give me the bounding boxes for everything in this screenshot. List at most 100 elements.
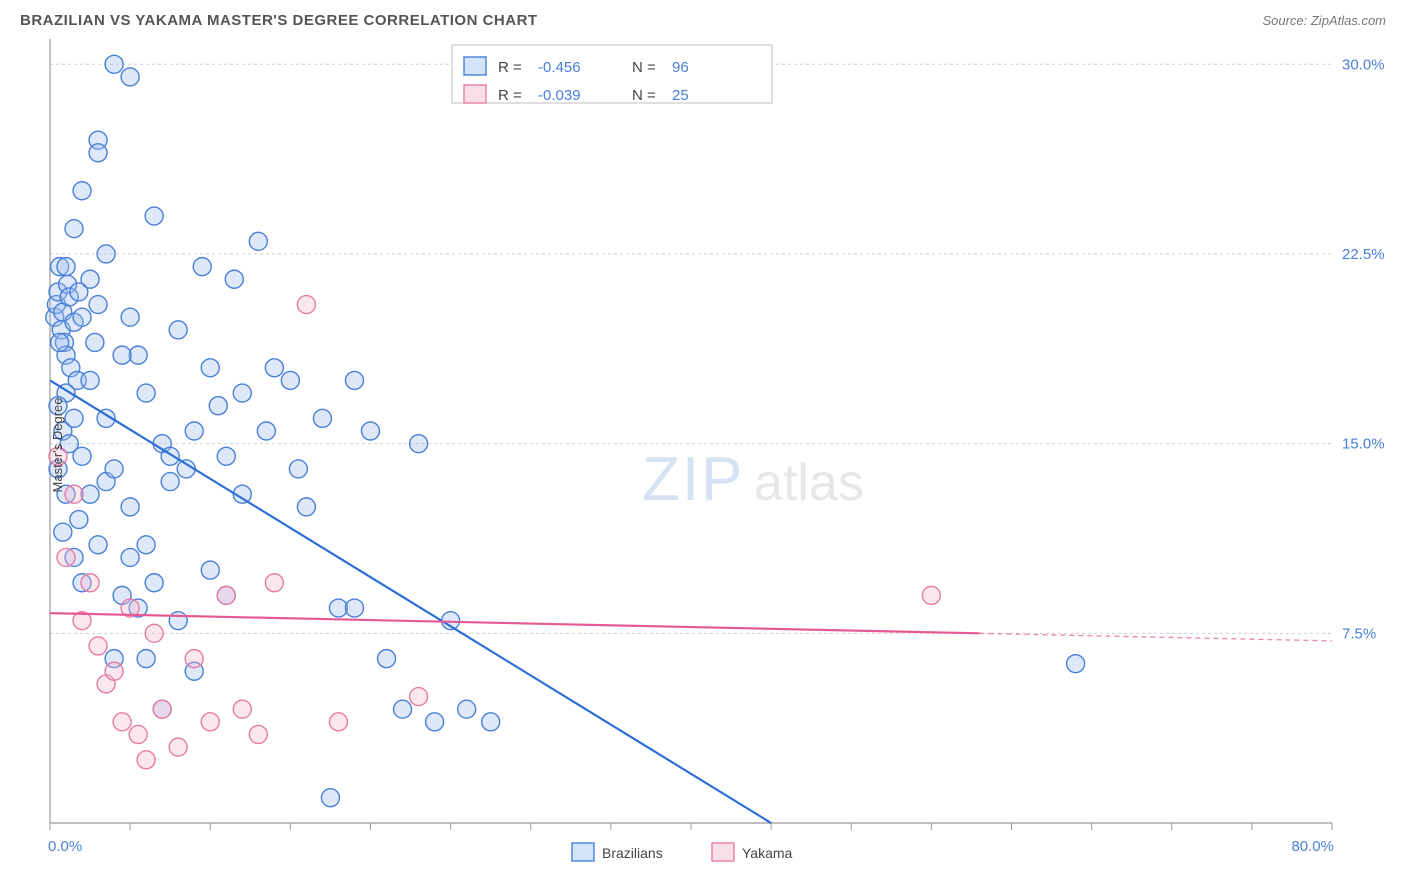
data-point [129,725,147,743]
data-point [113,346,131,364]
data-point [51,333,69,351]
data-point [249,232,267,250]
data-point [922,586,940,604]
data-point [57,548,75,566]
data-point [57,258,75,276]
data-point [394,700,412,718]
data-point [1067,655,1085,673]
legend-swatch [464,85,486,103]
svg-text:15.0%: 15.0% [1342,436,1385,453]
data-point [89,296,107,314]
data-point [297,296,315,314]
trend-line [50,613,979,633]
data-point [121,548,139,566]
data-point [54,523,72,541]
data-point [257,422,275,440]
svg-text:7.5%: 7.5% [1342,625,1376,642]
legend-swatch [712,843,734,861]
data-point [81,371,99,389]
source-credit: Source: ZipAtlas.com [1262,13,1386,28]
data-point [86,333,104,351]
legend-label: Brazilians [602,845,663,861]
data-point [81,485,99,503]
svg-text:0.0%: 0.0% [48,838,82,855]
data-point [105,662,123,680]
data-point [137,751,155,769]
legend-swatch [572,843,594,861]
data-point [145,207,163,225]
data-point [89,637,107,655]
data-point [217,586,235,604]
data-point [169,321,187,339]
data-point [169,738,187,756]
data-point [137,650,155,668]
data-point [329,713,347,731]
data-point [217,447,235,465]
data-point [209,397,227,415]
svg-text:80.0%: 80.0% [1291,838,1334,855]
data-point [201,713,219,731]
data-point [89,536,107,554]
y-axis-label: Master's Degree [50,398,65,493]
data-point [73,447,91,465]
data-point [458,700,476,718]
data-point [89,144,107,162]
svg-text:N =: N = [632,59,656,76]
data-point [378,650,396,668]
data-point [297,498,315,516]
data-point [201,561,219,579]
data-point [265,574,283,592]
svg-text:atlas: atlas [754,454,864,512]
data-point [73,308,91,326]
svg-text:22.5%: 22.5% [1342,246,1385,263]
data-point [426,713,444,731]
data-point [153,700,171,718]
trend-line-extrapolated [979,633,1332,641]
data-point [281,371,299,389]
data-point [185,650,203,668]
svg-text:-0.039: -0.039 [538,87,581,104]
data-point [145,624,163,642]
data-point [482,713,500,731]
legend-swatch [464,57,486,75]
svg-text:30.0%: 30.0% [1342,56,1385,73]
data-point [129,346,147,364]
data-point [65,409,83,427]
data-point [121,68,139,86]
data-point [362,422,380,440]
data-point [65,485,83,503]
data-point [345,599,363,617]
data-point [313,409,331,427]
data-point [201,359,219,377]
data-point [70,283,88,301]
data-point [249,725,267,743]
page-title: BRAZILIAN VS YAKAMA MASTER'S DEGREE CORR… [20,12,538,29]
data-point [121,308,139,326]
data-point [145,574,163,592]
data-point [73,182,91,200]
data-point [137,536,155,554]
svg-text:96: 96 [672,59,689,76]
data-point [185,422,203,440]
data-point [169,612,187,630]
data-point [233,384,251,402]
data-point [65,220,83,238]
data-point [265,359,283,377]
svg-text:ZIP: ZIP [642,445,744,514]
correlation-chart: Master's Degree ZIPatlas 7.5% 15.0% 22.5% 30… [12,35,1394,855]
data-point [225,270,243,288]
data-point [137,384,155,402]
data-point [105,55,123,73]
data-point [345,371,363,389]
data-point [193,258,211,276]
data-point [410,688,428,706]
legend-label: Yakama [742,845,793,861]
data-point [233,700,251,718]
svg-text:R =: R = [498,87,522,104]
svg-text:R =: R = [498,59,522,76]
data-point [70,511,88,529]
data-point [410,435,428,453]
data-point [81,574,99,592]
data-point [329,599,347,617]
data-point [97,245,115,263]
